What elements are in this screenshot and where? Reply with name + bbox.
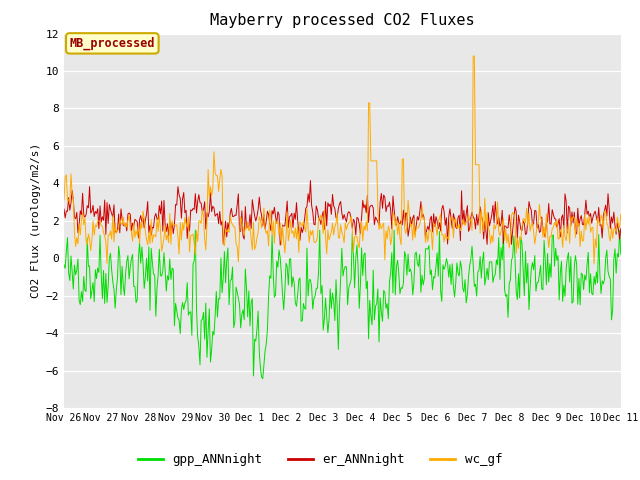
wc_gf: [470, 53, 478, 59]
gpp_ANNnight: [401, 249, 408, 254]
er_ANNnight: [374, 219, 381, 225]
gpp_ANNnight: [259, 376, 267, 382]
gpp_ANNnight: [60, 262, 68, 268]
er_ANNnight: [276, 242, 284, 248]
gpp_ANNnight: [374, 286, 381, 292]
Line: gpp_ANNnight: gpp_ANNnight: [64, 230, 621, 379]
Text: MB_processed: MB_processed: [70, 36, 155, 50]
wc_gf: [295, 250, 303, 255]
er_ANNnight: [60, 206, 68, 212]
Y-axis label: CO2 Flux (urology/m2/s): CO2 Flux (urology/m2/s): [31, 143, 42, 299]
gpp_ANNnight: [234, 296, 242, 301]
Title: Mayberry processed CO2 Fluxes: Mayberry processed CO2 Fluxes: [210, 13, 475, 28]
gpp_ANNnight: [472, 281, 479, 287]
gpp_ANNnight: [568, 300, 576, 306]
wc_gf: [617, 212, 625, 217]
Legend: gpp_ANNnight, er_ANNnight, wc_gf: gpp_ANNnight, er_ANNnight, wc_gf: [132, 448, 508, 471]
gpp_ANNnight: [298, 319, 305, 324]
gpp_ANNnight: [617, 252, 625, 257]
wc_gf: [590, 261, 598, 267]
er_ANNnight: [617, 226, 625, 231]
er_ANNnight: [472, 226, 479, 232]
er_ANNnight: [568, 209, 576, 215]
er_ANNnight: [296, 238, 304, 243]
wc_gf: [399, 156, 406, 162]
wc_gf: [469, 53, 477, 59]
er_ANNnight: [401, 223, 408, 229]
er_ANNnight: [307, 178, 314, 183]
wc_gf: [234, 244, 241, 250]
wc_gf: [567, 214, 575, 220]
er_ANNnight: [234, 202, 241, 208]
Line: er_ANNnight: er_ANNnight: [64, 180, 621, 245]
gpp_ANNnight: [191, 227, 199, 233]
Line: wc_gf: wc_gf: [64, 56, 621, 264]
wc_gf: [372, 158, 380, 164]
wc_gf: [60, 197, 68, 203]
